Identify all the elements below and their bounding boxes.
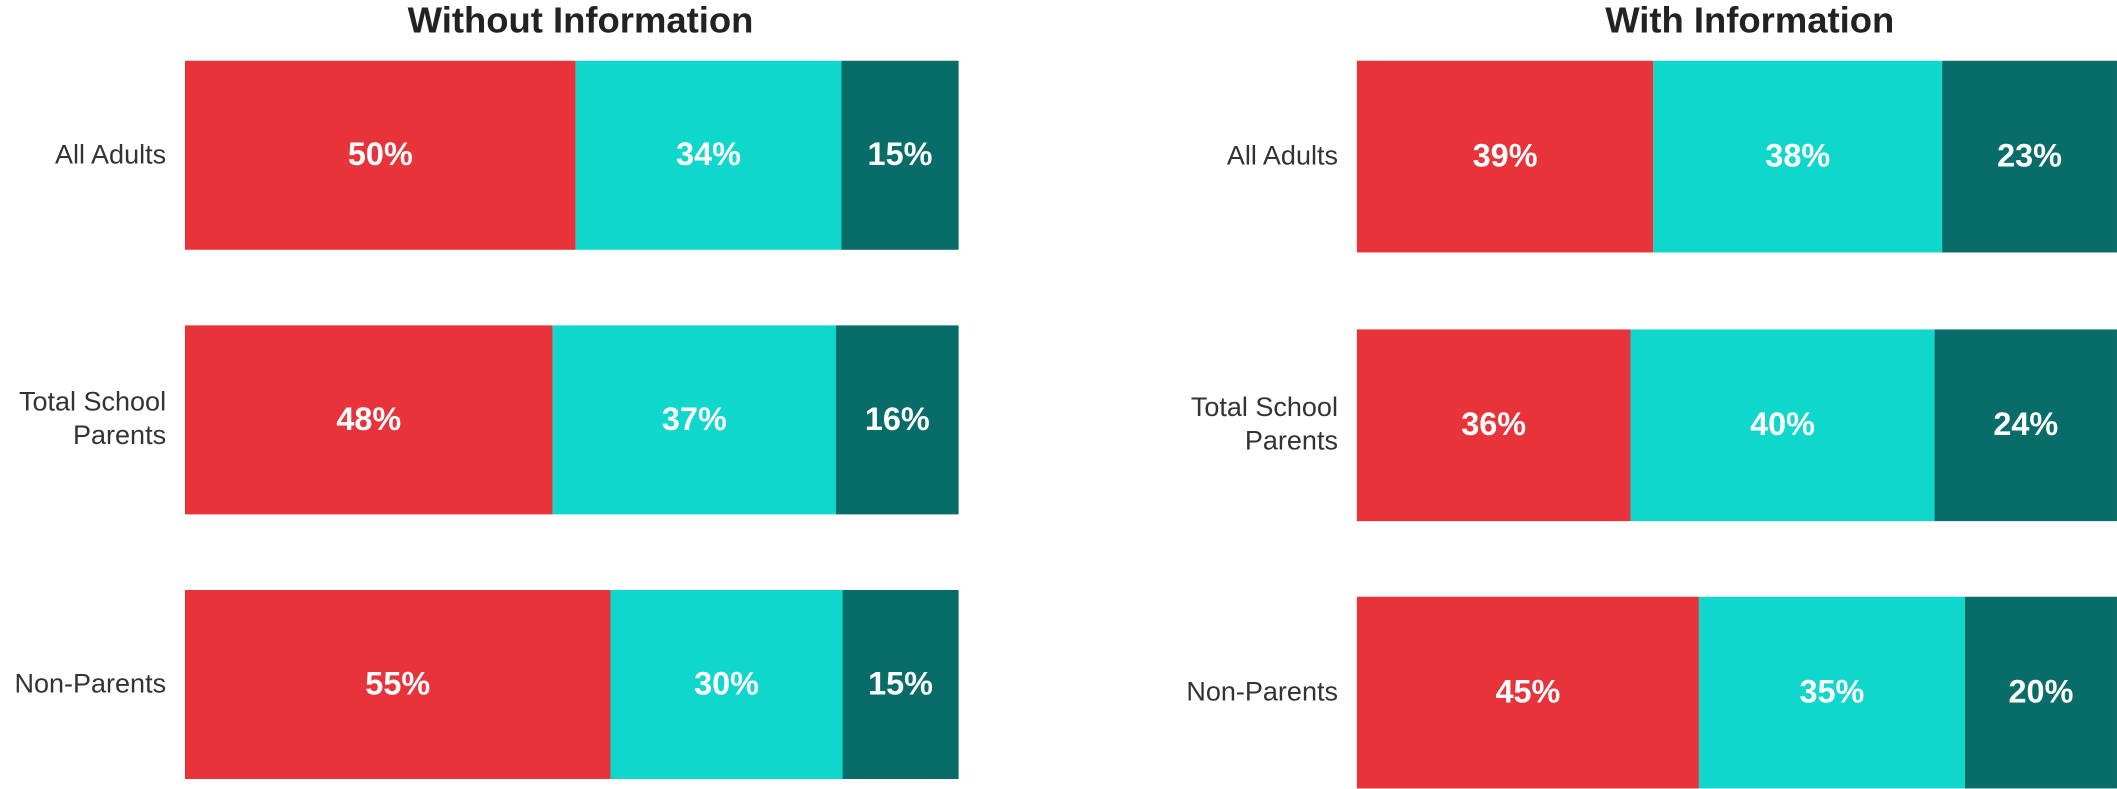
bar-segment: [610, 589, 843, 780]
bar-segment: [184, 60, 576, 250]
category-text: Non-Parents: [14, 668, 167, 699]
bar-segment: [842, 589, 959, 780]
category-label: Total School Parents: [0, 325, 166, 514]
category-text: Total School Parents: [1190, 392, 1338, 457]
chart-title: Without Information: [408, 0, 754, 41]
value-label: 15%: [868, 136, 933, 172]
bar-segment: [184, 325, 553, 515]
category-label-box: Non-Parents: [0, 590, 166, 779]
value-label: 23%: [1997, 138, 2062, 174]
category-label: All Adults: [1172, 61, 1338, 253]
value-label: 37%: [662, 401, 727, 437]
category-text: Total School Parents: [18, 387, 167, 451]
value-label: 39%: [1473, 138, 1538, 174]
bar-segment: [1964, 596, 2117, 789]
category-label-box: All Adults: [0, 61, 166, 250]
value-label: 20%: [2009, 674, 2074, 710]
category-label: Non-Parents: [0, 590, 166, 779]
category-text: All Adults: [55, 139, 167, 170]
bar-segment: [836, 325, 959, 515]
category-label: Non-Parents: [1172, 597, 1338, 789]
category-text: Non-Parents: [1186, 677, 1338, 707]
category-text: All Adults: [1226, 141, 1338, 171]
bar-segment: [552, 325, 837, 515]
value-label: 36%: [1461, 406, 1526, 442]
bar-segment: [1934, 329, 2117, 522]
bar-segment: [841, 60, 959, 250]
bar-segment: [1356, 596, 1699, 789]
category-label-box: All Adults: [1172, 61, 1338, 253]
bar-segment: [1698, 596, 1965, 789]
value-label: 24%: [1993, 406, 2058, 442]
bar-segment: [1356, 60, 1654, 253]
value-label: 30%: [694, 665, 759, 701]
value-label: 50%: [348, 136, 413, 172]
bar-segment: [1942, 60, 2117, 253]
bar-segment: [575, 60, 842, 250]
value-label: 16%: [865, 401, 930, 437]
category-label-box: Total School Parents: [0, 325, 166, 514]
value-label: 34%: [676, 136, 741, 172]
category-label-box: Non-Parents: [1172, 597, 1338, 789]
value-label: 40%: [1750, 406, 1815, 442]
chart-title: With Information: [1605, 0, 1894, 41]
value-label: 48%: [336, 401, 401, 437]
value-label: 45%: [1495, 674, 1560, 710]
category-label: All Adults: [0, 61, 166, 250]
bar-segment: [1653, 60, 1943, 253]
value-label: 38%: [1765, 138, 1830, 174]
bar-segment: [184, 589, 611, 780]
bar-segment: [1630, 329, 1935, 522]
category-label-box: Total School Parents: [1172, 329, 1338, 521]
bar-segment: [1356, 329, 1631, 522]
value-label: 15%: [868, 665, 933, 701]
category-label: Total School Parents: [1172, 329, 1338, 521]
value-label: 35%: [1800, 674, 1865, 710]
value-label: 55%: [365, 665, 430, 701]
